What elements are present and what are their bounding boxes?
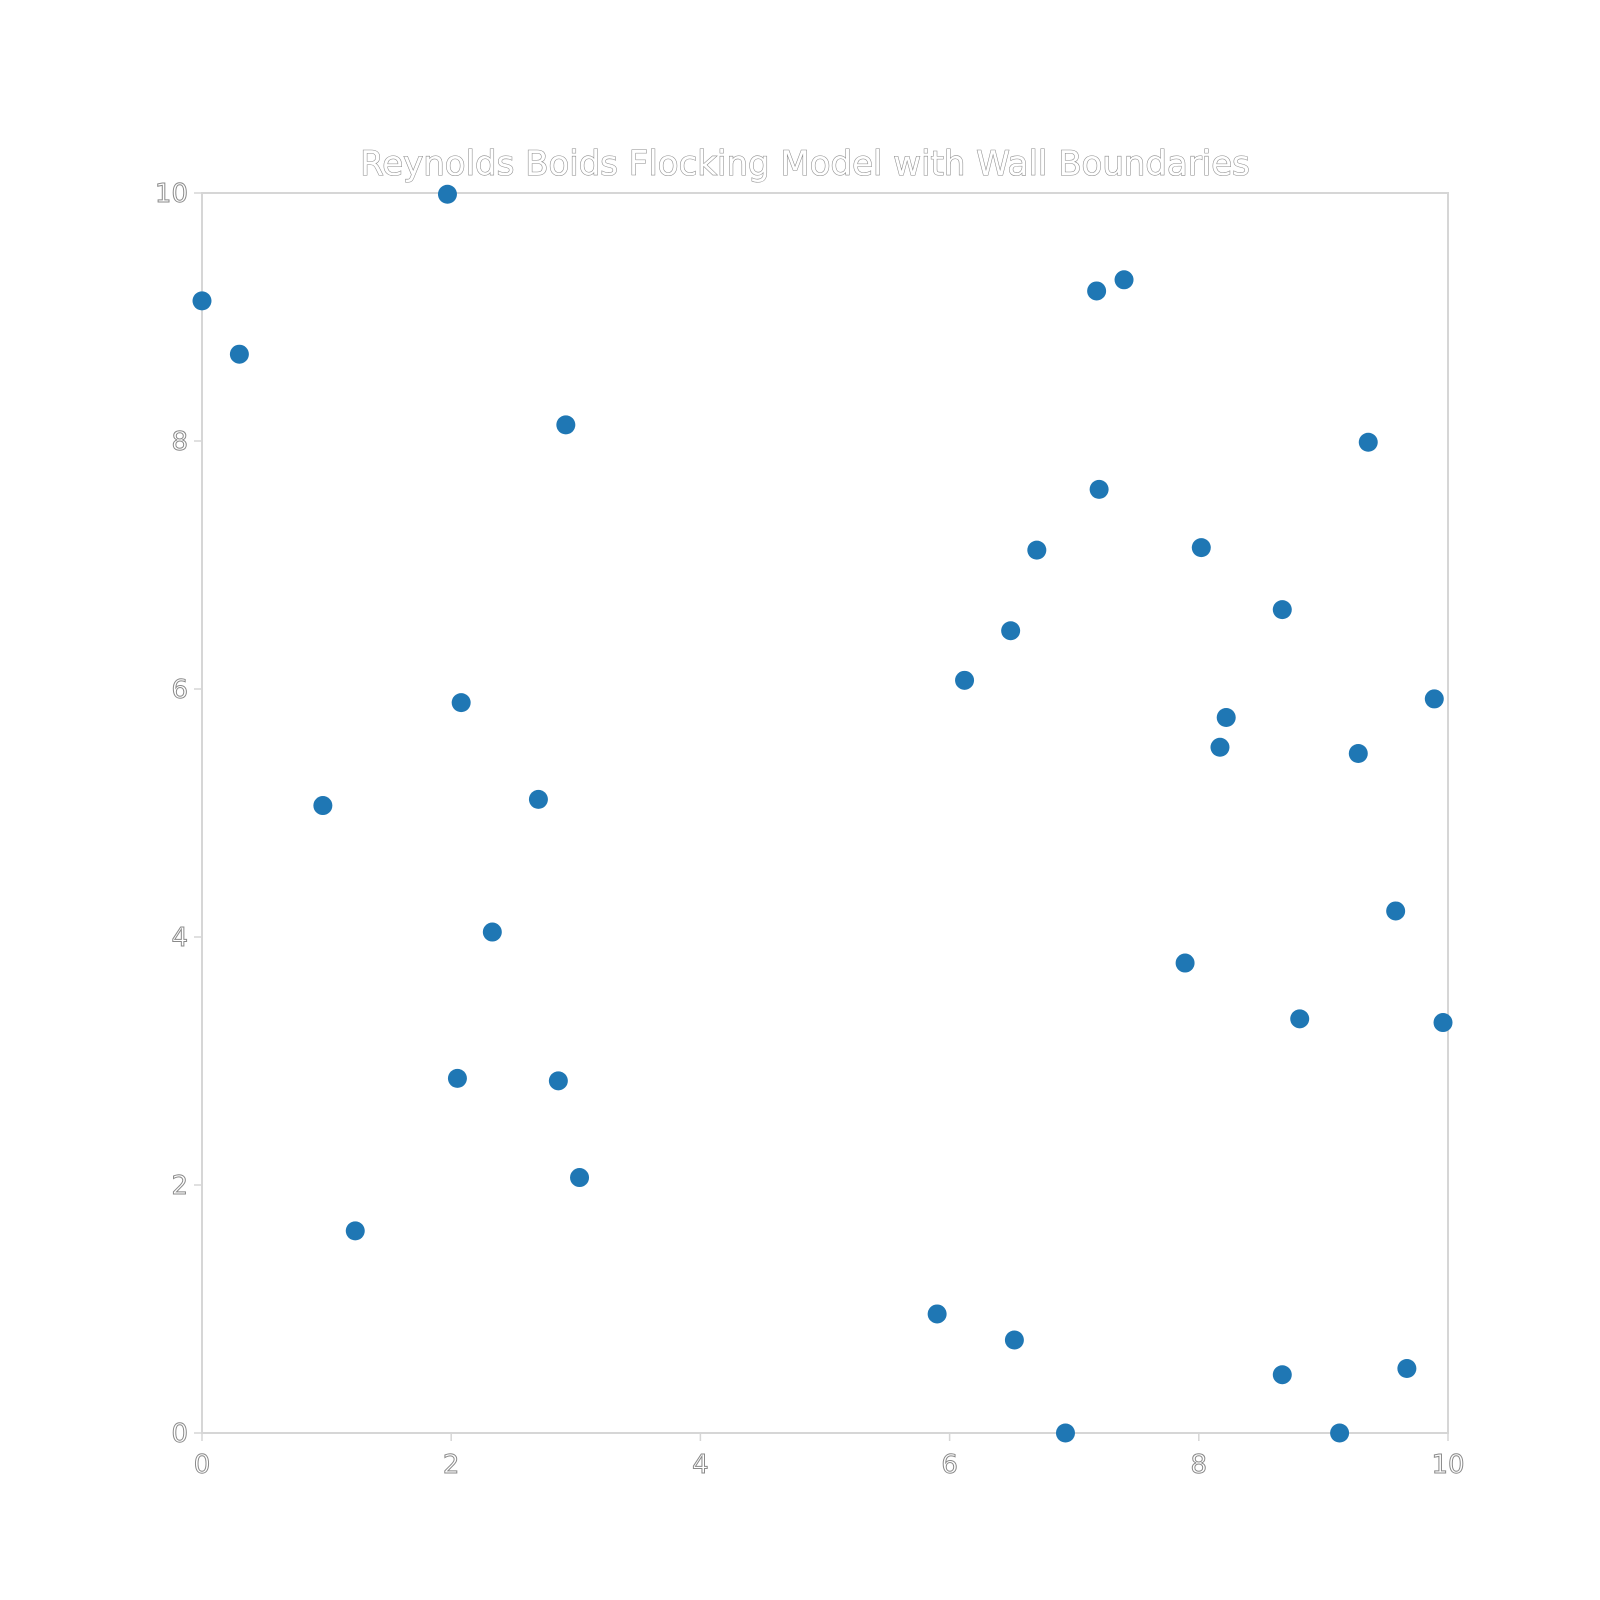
data-point — [1272, 1365, 1292, 1385]
data-points — [192, 184, 1453, 1443]
data-point — [1386, 901, 1406, 921]
data-point — [548, 1071, 568, 1091]
data-point — [570, 1168, 590, 1188]
y-tick-label: 4 — [171, 923, 188, 953]
data-point — [955, 670, 975, 690]
data-point — [313, 796, 333, 816]
x-tick-label: 4 — [692, 1450, 709, 1480]
y-tick-label: 0 — [171, 1419, 188, 1449]
data-point — [1001, 621, 1021, 641]
x-tick-label: 6 — [941, 1450, 958, 1480]
x-axis-ticks: 0 2 4 6 8 10 — [193, 1433, 1465, 1481]
data-point — [447, 1068, 467, 1088]
y-tick-label: 6 — [171, 675, 188, 705]
data-point — [1004, 1330, 1024, 1350]
data-point — [1027, 540, 1047, 560]
data-point — [345, 1221, 365, 1241]
x-tick-label: 0 — [194, 1450, 211, 1480]
data-point — [1089, 479, 1109, 499]
plot-frame — [201, 192, 1449, 1434]
data-point — [1358, 432, 1378, 452]
y-tick-label: 2 — [171, 1171, 188, 1201]
data-point — [1216, 708, 1236, 728]
data-point — [1114, 270, 1134, 290]
data-point — [1175, 953, 1195, 973]
data-point — [1272, 600, 1292, 620]
data-point — [451, 693, 471, 713]
data-point — [192, 291, 212, 311]
data-point — [528, 789, 548, 809]
x-tick-label: 2 — [443, 1450, 460, 1480]
y-tick-label: 10 — [155, 179, 188, 209]
x-tick-label: 8 — [1191, 1450, 1208, 1480]
data-point — [1330, 1423, 1350, 1443]
x-tick-label: 10 — [1431, 1450, 1464, 1480]
data-point — [1055, 1423, 1075, 1443]
data-point — [1433, 1013, 1453, 1033]
data-point — [1210, 737, 1230, 757]
data-point — [556, 415, 576, 435]
data-point — [437, 184, 457, 204]
data-point — [1191, 538, 1211, 558]
data-point — [1424, 689, 1444, 709]
data-point — [1348, 743, 1368, 763]
plot-axes — [201, 192, 1449, 1434]
y-axis-ticks: 0 2 4 6 8 10 — [154, 179, 202, 1450]
data-point — [1290, 1009, 1310, 1029]
y-tick-label: 8 — [171, 427, 188, 457]
data-point — [1397, 1359, 1417, 1379]
data-point — [927, 1304, 947, 1324]
data-point — [229, 344, 249, 364]
data-point — [1087, 281, 1107, 301]
data-point — [482, 922, 502, 942]
chart-title: Reynolds Boids Flocking Model with Wall … — [360, 144, 1250, 184]
